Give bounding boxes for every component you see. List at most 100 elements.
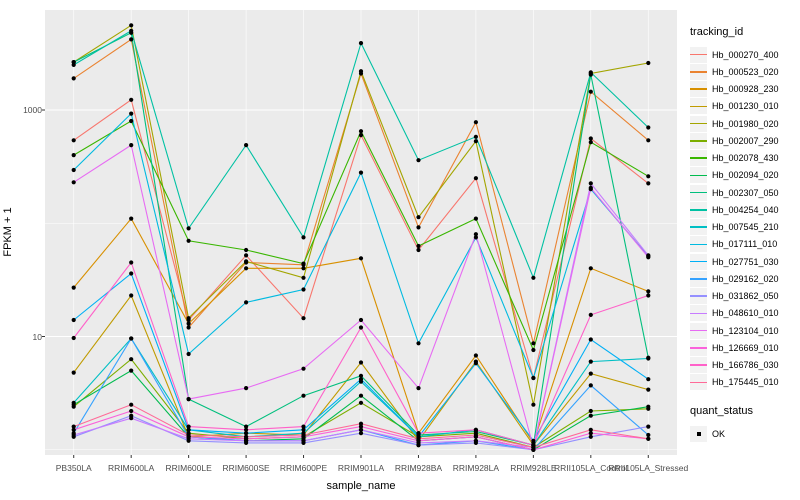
x-tick-label-RRII105LA_Control: RRII105LA_Control bbox=[553, 463, 628, 473]
data-point bbox=[473, 176, 478, 181]
data-point bbox=[588, 431, 593, 436]
legend-label: Hb_004254_040 bbox=[712, 204, 779, 215]
data-point bbox=[588, 70, 593, 75]
legend-line-icon bbox=[690, 329, 707, 332]
data-point bbox=[186, 226, 191, 231]
data-point bbox=[588, 413, 593, 418]
legend-key-swatch bbox=[690, 339, 707, 356]
data-point bbox=[416, 243, 421, 249]
data-point bbox=[531, 438, 536, 443]
legend-item-Hb_000523_020: Hb_000523_020 bbox=[690, 63, 798, 80]
legend-label: Hb_000928_230 bbox=[712, 84, 779, 95]
data-point bbox=[473, 438, 478, 443]
data-point bbox=[244, 300, 249, 305]
data-point bbox=[588, 434, 593, 439]
legend-key-swatch bbox=[690, 322, 707, 339]
data-point bbox=[71, 335, 76, 341]
data-point bbox=[186, 325, 191, 330]
x-tick-label-RRIM600PE: RRIM600PE bbox=[279, 463, 328, 473]
legend-item-Hb_017111_010: Hb_017111_010 bbox=[690, 236, 798, 253]
data-point bbox=[129, 37, 134, 42]
data-point bbox=[531, 402, 536, 407]
x-tick-label-PB350LA: PB350LA bbox=[55, 463, 92, 473]
legend-item-Hb_004254_040: Hb_004254_040 bbox=[690, 201, 798, 218]
legend-item-Hb_000270_400: Hb_000270_400 bbox=[690, 46, 798, 63]
legend-line-icon bbox=[690, 209, 707, 211]
legend-item-Hb_166786_030: Hb_166786_030 bbox=[690, 357, 798, 374]
x-tick-label-RRIM928BA: RRIM928BA bbox=[394, 463, 443, 473]
legend-item-Hb_007545_210: Hb_007545_210 bbox=[690, 219, 798, 236]
legend-label: Hb_002307_050 bbox=[712, 187, 779, 198]
x-axis-title: sample_name bbox=[326, 480, 396, 492]
data-point bbox=[358, 325, 364, 330]
legend-key-swatch bbox=[690, 150, 707, 167]
y-tick-label: 1000 bbox=[23, 105, 42, 115]
data-point bbox=[301, 266, 306, 271]
data-point bbox=[71, 317, 76, 323]
y-axis-title: FPKM + 1 bbox=[2, 207, 14, 257]
data-point bbox=[301, 261, 306, 266]
legend-label: Hb_017111_010 bbox=[712, 239, 778, 250]
legend-line-icon bbox=[690, 191, 707, 194]
legend-label: Hb_123104_010 bbox=[712, 325, 779, 336]
data-point bbox=[358, 421, 364, 426]
legend-item-Hb_027751_030: Hb_027751_030 bbox=[690, 253, 798, 270]
data-point bbox=[129, 271, 134, 276]
legend-key-swatch bbox=[690, 374, 707, 391]
data-point bbox=[646, 293, 651, 298]
legend-label: Hb_166786_030 bbox=[712, 360, 779, 371]
legend-label: Hb_027751_030 bbox=[712, 256, 779, 267]
data-point bbox=[129, 336, 134, 341]
data-point bbox=[646, 255, 651, 260]
data-point bbox=[588, 181, 593, 186]
data-point bbox=[646, 377, 651, 382]
legend-key-swatch bbox=[690, 288, 707, 305]
data-point bbox=[473, 120, 478, 125]
x-tick-label-RRIM901LA: RRIM901LA bbox=[337, 463, 385, 473]
data-point bbox=[129, 402, 134, 407]
data-point bbox=[244, 266, 249, 271]
data-point bbox=[358, 431, 364, 436]
legend-line-icon bbox=[690, 88, 707, 90]
data-point bbox=[186, 321, 191, 326]
data-point bbox=[244, 424, 249, 429]
data-point bbox=[244, 253, 249, 258]
legend-label: Hb_002094_020 bbox=[712, 170, 779, 181]
legend-line-icon bbox=[690, 53, 707, 56]
data-point bbox=[646, 404, 651, 409]
y-tick-label: 10 bbox=[32, 331, 42, 342]
x-tick-label-RRIM928LE: RRIM928LE bbox=[510, 463, 557, 473]
data-point bbox=[588, 371, 593, 376]
legend-label: Hb_126669_010 bbox=[712, 342, 779, 353]
legend-line-icon bbox=[690, 364, 707, 366]
data-point bbox=[301, 275, 306, 280]
quant-legend-item-OK: OK bbox=[690, 425, 798, 442]
legend-line-icon bbox=[690, 71, 707, 73]
data-point bbox=[244, 431, 249, 436]
legend-line-icon bbox=[690, 105, 707, 108]
data-point bbox=[358, 393, 364, 398]
data-point bbox=[588, 337, 593, 342]
legend-panel: tracking_id Hb_000270_400 Hb_000523_020 Hb… bbox=[690, 26, 798, 442]
data-point bbox=[416, 431, 421, 436]
data-point bbox=[186, 432, 191, 438]
legend-item-Hb_002094_020: Hb_002094_020 bbox=[690, 167, 798, 184]
data-point bbox=[646, 356, 651, 361]
data-point bbox=[358, 69, 364, 74]
legend-label: Hb_048610_010 bbox=[712, 308, 779, 319]
data-point bbox=[646, 289, 651, 294]
data-point bbox=[71, 427, 76, 432]
data-point bbox=[186, 351, 191, 357]
data-point bbox=[588, 359, 593, 364]
legend-key-swatch bbox=[690, 253, 707, 270]
legend-title-quant-status: quant_status bbox=[690, 405, 753, 417]
legend-line-icon bbox=[690, 295, 707, 297]
data-point bbox=[129, 260, 134, 265]
legend-line-icon bbox=[690, 226, 707, 228]
data-point bbox=[646, 181, 651, 186]
quant-key-swatch bbox=[690, 425, 707, 442]
legend-line-icon bbox=[690, 157, 707, 159]
legend-line-icon bbox=[690, 312, 707, 315]
